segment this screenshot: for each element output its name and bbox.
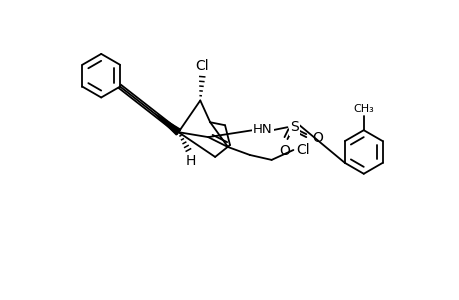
Text: H: H xyxy=(185,154,195,168)
Text: CH₃: CH₃ xyxy=(353,104,373,114)
Text: O: O xyxy=(312,131,322,145)
Text: Cl: Cl xyxy=(195,59,209,73)
Text: S: S xyxy=(289,120,298,134)
Text: O: O xyxy=(279,144,289,158)
Text: Cl: Cl xyxy=(296,143,309,157)
Text: HN: HN xyxy=(252,123,272,136)
Polygon shape xyxy=(155,114,180,135)
